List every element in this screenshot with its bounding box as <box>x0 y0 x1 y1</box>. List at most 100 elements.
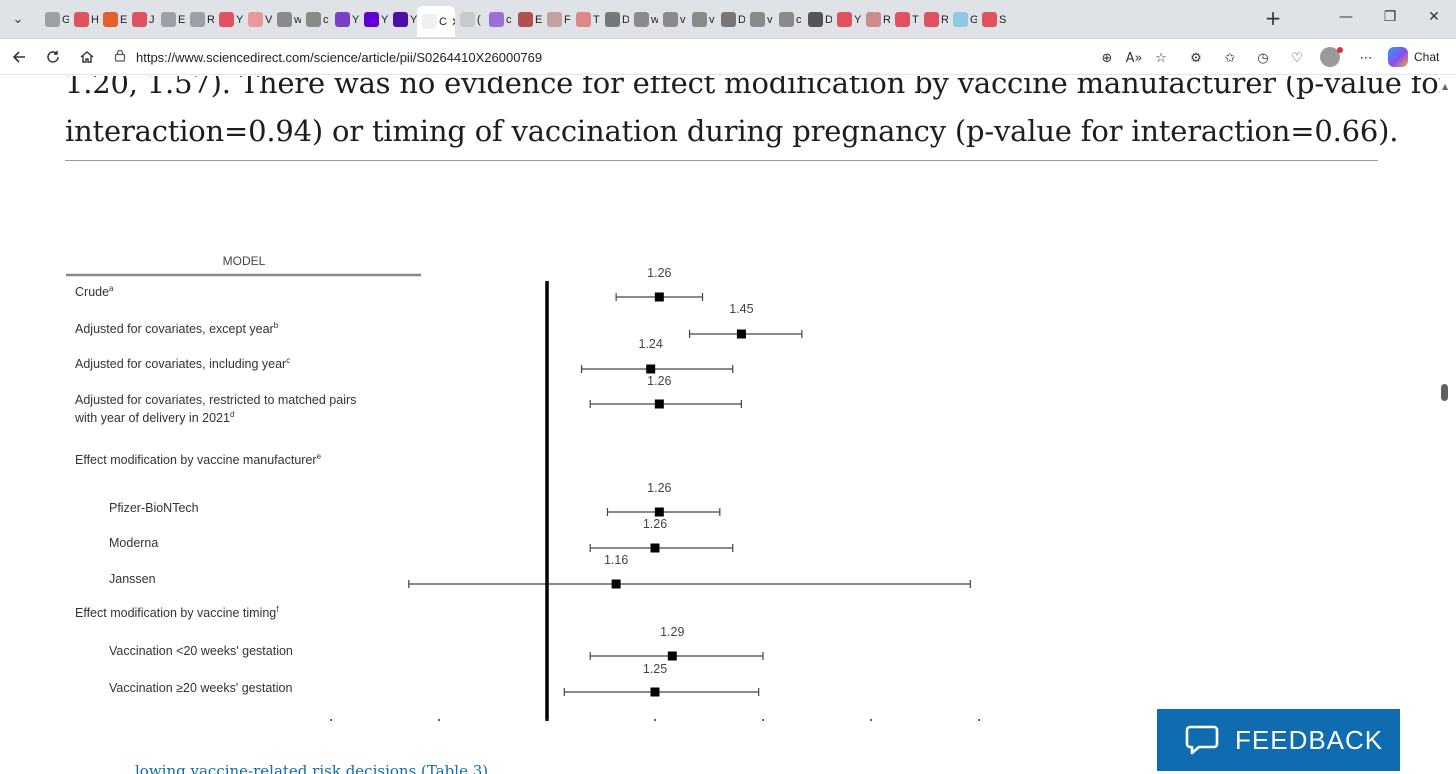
row-label-footnote: b <box>274 321 279 330</box>
refresh-button[interactable] <box>42 47 64 67</box>
point-estimate-marker <box>611 579 621 589</box>
extension-icon[interactable]: ⚙ <box>1190 50 1202 66</box>
close-window-button[interactable]: ✕ <box>1428 9 1440 25</box>
more-options-icon[interactable]: ⋯ <box>1359 50 1373 66</box>
favorites-icon[interactable]: ✩ <box>1224 50 1236 66</box>
browser-tab[interactable]: T <box>571 7 600 33</box>
browser-tab[interactable]: D <box>803 7 832 33</box>
yahoo-icon <box>335 12 350 27</box>
youtube-icon <box>924 12 939 27</box>
article-paragraph-line-1: 1.20, 1.57). There was no evidence for e… <box>65 76 1440 100</box>
browser-tab[interactable]: D <box>716 7 745 33</box>
estimate-label: 1.26 <box>647 266 671 280</box>
row-label-text: Vaccination ≥20 weeks' gestation <box>109 681 292 695</box>
tab-label: E <box>178 13 185 26</box>
browser-tab[interactable]: w <box>272 7 301 33</box>
wave-icon <box>576 12 591 27</box>
arrow-left-icon <box>12 51 25 63</box>
forest-row-label: Adjusted for covariates, except yearb <box>75 321 279 336</box>
browser-tab[interactable]: v <box>658 7 687 33</box>
home-button[interactable] <box>76 47 98 67</box>
browser-tab-active[interactable]: C✕ <box>417 6 455 37</box>
page-icon <box>277 12 292 27</box>
row-label-text: Crude <box>75 285 109 299</box>
browser-tab[interactable]: Y <box>214 7 243 33</box>
point-estimate-marker <box>654 507 664 517</box>
tab-label: H <box>91 13 98 26</box>
page-icon <box>306 12 321 27</box>
browser-tab[interactable]: V <box>243 7 272 33</box>
chevron-down-icon: ⌄ <box>12 11 24 27</box>
point-estimate-marker <box>650 687 660 697</box>
copilot-icon <box>1388 47 1408 67</box>
row-label-text: Janssen <box>109 572 156 586</box>
browser-tab[interactable]: Y <box>359 7 388 33</box>
tab-label: V <box>265 13 272 26</box>
tab-label: E <box>120 13 127 26</box>
speaker-icon <box>808 12 823 27</box>
browser-tab[interactable]: R <box>919 7 948 33</box>
row-label-text: Adjusted for covariates, including year <box>75 357 286 371</box>
browser-tab[interactable]: Y <box>832 7 861 33</box>
browser-tab[interactable]: v <box>687 7 716 33</box>
browser-tab[interactable]: c <box>774 7 803 33</box>
profile-avatar[interactable] <box>1320 47 1340 67</box>
url-text: https://www.sciencedirect.com/science/ar… <box>136 49 543 65</box>
read-aloud-icon[interactable]: A» <box>1125 50 1143 66</box>
browser-tab[interactable]: c <box>484 7 513 33</box>
scrollbar-thumb[interactable] <box>1441 384 1448 401</box>
page-icon <box>663 12 678 27</box>
minimize-button[interactable]: — <box>1339 9 1353 25</box>
browser-tab[interactable]: R <box>185 7 214 33</box>
scroll-up-arrow-icon[interactable]: ▲ <box>1442 82 1449 91</box>
browser-tab[interactable]: v <box>745 7 774 33</box>
history-icon[interactable]: ◷ <box>1257 50 1269 66</box>
browser-tab[interactable]: w <box>629 7 658 33</box>
estimate-label: 1.25 <box>643 662 667 676</box>
estimate-label: 1.26 <box>643 517 667 531</box>
close-tab-icon[interactable]: ✕ <box>451 15 455 29</box>
yahoo-icon <box>393 12 408 27</box>
tab-label: G <box>970 13 977 26</box>
performance-icon[interactable]: ♡ <box>1291 50 1303 66</box>
browser-tab[interactable]: E <box>513 7 542 33</box>
tab-list-menu-button[interactable]: ⌄ <box>6 8 30 30</box>
tab-label: C <box>439 15 447 28</box>
browser-tab[interactable]: J <box>127 7 156 33</box>
browser-tab[interactable]: G <box>40 7 69 33</box>
browser-tab[interactable]: Y <box>330 7 359 33</box>
forest-row-label: Effect modification by vaccine timingf <box>75 605 279 620</box>
browser-tab[interactable]: E <box>156 7 185 33</box>
browser-tab[interactable]: F <box>542 7 571 33</box>
forest-row-label-line-2: with year of delivery in 2021d <box>74 410 234 425</box>
zoom-icon[interactable]: ⊕ <box>1101 50 1113 66</box>
browser-tab[interactable]: H <box>69 7 98 33</box>
feedback-button[interactable]: FEEDBACK <box>1157 709 1400 771</box>
browser-tab[interactable]: c <box>301 7 330 33</box>
browser-tab[interactable]: R <box>861 7 890 33</box>
tab-label: D <box>738 13 745 26</box>
browser-tab[interactable]: E <box>98 7 127 33</box>
copilot-chat-button[interactable]: Chat <box>1388 45 1439 69</box>
vertical-scrollbar[interactable] <box>1440 76 1456 774</box>
browser-tab[interactable]: S <box>977 7 1006 33</box>
globe-icon <box>190 12 205 27</box>
pdf-icon <box>248 12 263 27</box>
browser-tab[interactable]: Y <box>388 7 417 33</box>
new-tab-button[interactable]: + <box>1264 6 1282 30</box>
image-icon <box>518 12 533 27</box>
estimate-label: 1.29 <box>660 625 684 639</box>
yahoo-icon <box>489 12 504 27</box>
browser-tab[interactable]: T <box>890 7 919 33</box>
url-field[interactable]: https://www.sciencedirect.com/science/ar… <box>106 44 1182 70</box>
page-icon <box>634 12 649 27</box>
back-button[interactable] <box>8 47 30 67</box>
favorite-star-icon[interactable]: ☆ <box>1155 50 1167 66</box>
browser-tab[interactable]: D <box>600 7 629 33</box>
browser-tab[interactable]: G <box>948 7 977 33</box>
restore-button[interactable]: ❐ <box>1383 9 1397 25</box>
youtube-icon <box>837 12 852 27</box>
browser-tab[interactable]: ( <box>455 7 484 33</box>
